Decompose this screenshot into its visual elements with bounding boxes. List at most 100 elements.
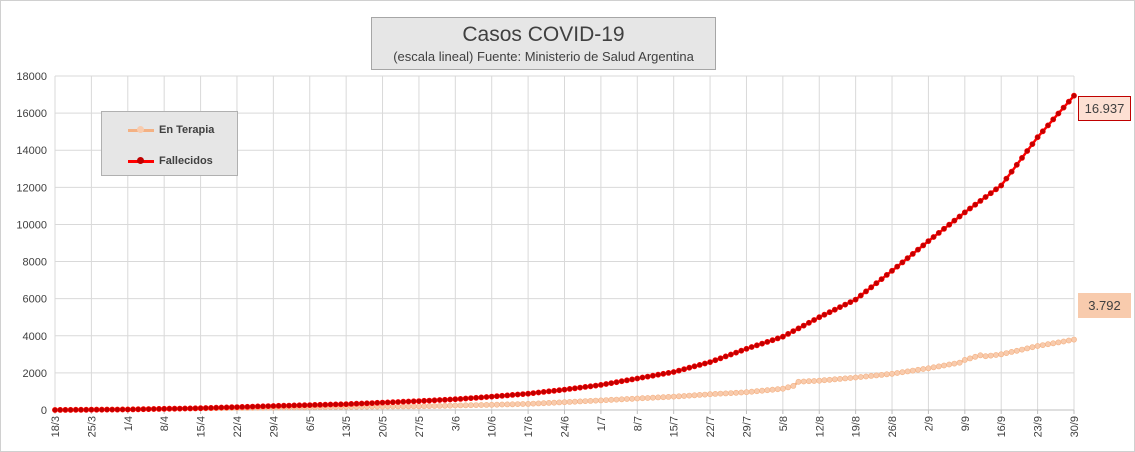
data-point — [254, 403, 261, 410]
data-point — [842, 301, 849, 308]
data-point — [852, 296, 859, 303]
data-point — [977, 197, 984, 204]
data-point — [592, 382, 599, 389]
data-point — [915, 366, 921, 373]
data-point — [759, 340, 765, 347]
data-point — [998, 182, 1005, 189]
x-tick-label: 5/8 — [778, 416, 790, 431]
x-tick-label: 8/7 — [632, 416, 644, 431]
data-point — [1045, 341, 1051, 348]
data-point — [1065, 337, 1072, 344]
data-point — [696, 391, 703, 398]
data-point — [754, 388, 760, 395]
x-tick-label: 24/6 — [560, 416, 572, 437]
data-point — [785, 384, 791, 391]
data-point — [228, 404, 235, 411]
data-point — [915, 246, 921, 253]
data-point — [821, 377, 828, 384]
data-point — [795, 378, 802, 385]
data-point — [124, 406, 131, 413]
data-point — [946, 221, 953, 228]
data-point — [655, 371, 661, 378]
data-point — [473, 402, 479, 408]
data-point — [1055, 339, 1062, 346]
legend-marker-fallecidos — [137, 157, 144, 164]
data-point — [1045, 122, 1051, 129]
data-point — [660, 370, 667, 377]
data-point — [650, 394, 656, 401]
data-point — [421, 397, 427, 404]
data-point — [925, 365, 932, 372]
data-point — [265, 403, 272, 409]
data-point — [686, 364, 693, 371]
data-point — [57, 406, 64, 413]
x-tick-label: 19/8 — [851, 416, 863, 437]
data-point — [249, 403, 256, 410]
data-point — [930, 364, 937, 371]
data-point — [904, 255, 911, 261]
data-point — [192, 405, 199, 412]
data-point — [493, 401, 500, 408]
data-point — [317, 401, 323, 408]
data-point — [738, 389, 745, 396]
data-point — [504, 392, 511, 399]
data-point — [514, 391, 521, 398]
data-point — [467, 402, 474, 409]
data-point — [857, 374, 864, 380]
data-point — [353, 400, 360, 407]
data-point — [218, 404, 225, 411]
data-point — [1039, 342, 1046, 348]
data-point — [722, 353, 729, 360]
data-point — [847, 375, 854, 381]
data-point — [712, 390, 719, 397]
data-point — [883, 371, 890, 378]
data-point — [327, 401, 334, 408]
data-point — [951, 360, 958, 367]
data-point — [415, 403, 422, 410]
data-point — [681, 393, 687, 399]
data-point — [733, 389, 739, 396]
data-point — [982, 353, 989, 360]
data-point — [561, 386, 568, 393]
data-point — [421, 403, 427, 410]
data-point — [852, 374, 859, 381]
data-point — [967, 355, 973, 362]
y-tick-label: 10000 — [16, 219, 47, 231]
data-point — [831, 306, 838, 313]
data-point — [473, 394, 479, 401]
data-point — [920, 366, 927, 372]
data-point — [743, 345, 750, 352]
data-point — [83, 406, 90, 413]
end-value-label-fallecidos: 16.937 — [1078, 96, 1131, 121]
data-point — [728, 390, 734, 396]
data-point — [894, 263, 901, 270]
data-point — [660, 394, 667, 401]
data-point — [1060, 104, 1067, 111]
x-tick-label: 1/4 — [123, 416, 135, 431]
data-point — [1071, 336, 1077, 343]
data-point — [889, 370, 895, 377]
data-point — [774, 335, 781, 342]
data-point — [1039, 128, 1046, 135]
data-point — [441, 402, 448, 409]
data-point — [806, 319, 812, 326]
data-point — [878, 371, 885, 378]
data-point — [431, 397, 438, 404]
data-point — [343, 401, 349, 408]
data-point — [514, 401, 521, 407]
data-point — [873, 280, 880, 287]
data-point — [358, 400, 365, 407]
data-point — [837, 375, 843, 382]
data-point — [119, 406, 126, 413]
data-point — [655, 394, 661, 401]
data-point — [187, 405, 194, 412]
x-tick-label: 25/3 — [86, 416, 98, 437]
data-point — [681, 366, 687, 373]
data-point — [530, 400, 537, 407]
data-point — [332, 401, 339, 408]
data-point — [311, 401, 318, 408]
data-point — [613, 396, 620, 403]
data-point — [899, 259, 906, 266]
data-point — [930, 234, 937, 240]
data-point — [1019, 346, 1025, 353]
